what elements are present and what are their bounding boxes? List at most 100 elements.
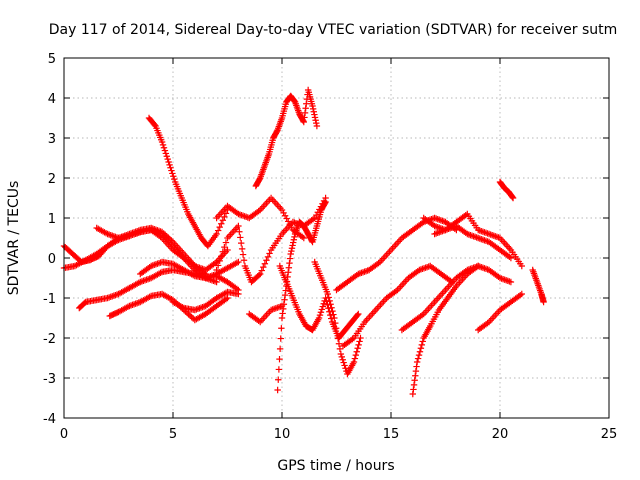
x-tick-label: 20 [492,427,509,442]
data-point [280,305,287,313]
data-point [332,319,339,327]
data-point [221,243,228,251]
data-point [238,239,245,247]
data-point [339,356,346,363]
series-track [106,290,231,324]
data-point [281,291,289,299]
data-point [333,330,341,337]
data-point [213,266,220,274]
data-point [235,290,242,298]
y-tick-label: 2 [48,172,56,187]
data-point [286,259,293,267]
data-point [338,353,345,361]
data-point [354,345,361,352]
data-point [316,311,324,319]
data-point [507,278,515,286]
series-track [276,262,362,342]
data-point [326,297,333,305]
data-point [315,314,323,322]
series-track [145,114,231,250]
data-point [276,355,283,363]
data-point [419,338,426,345]
chart-title: Day 117 of 2014, Sidereal Day-to-day VTE… [49,22,618,38]
axis-ticks [63,57,610,419]
data-point [301,114,308,121]
data-point [356,338,363,345]
y-tick-label: 1 [48,212,56,227]
x-axis-label: GPS time / hours [277,458,394,474]
data-point [159,141,167,149]
data-point [357,334,364,342]
data-point [325,294,332,301]
data-point [158,138,166,146]
data-point [260,263,267,271]
data-point [257,270,264,278]
series-track [409,262,482,398]
data-point [276,345,284,353]
data-point [322,198,329,206]
data-point [319,303,326,310]
y-tick-label: 5 [48,52,56,67]
data-point [288,247,295,255]
series-track [169,288,242,314]
y-tick-label: -1 [43,292,56,307]
data-point [166,161,173,169]
data-point [291,233,298,241]
data-point [355,341,362,349]
data-point [312,117,319,124]
data-point [412,367,420,375]
data-point [300,118,307,126]
data-point [355,310,362,318]
data-point [168,167,175,174]
y-tick-label: -3 [43,372,56,387]
data-points [60,86,547,398]
data-point [331,314,338,322]
y-tick-label: 3 [48,132,56,147]
x-tick-label: 10 [274,427,291,442]
grid-lines [64,58,609,418]
data-point [413,358,421,366]
data-point [340,359,347,366]
data-point [335,340,343,347]
data-point [164,155,171,163]
data-point [329,307,336,315]
data-point [162,150,170,157]
data-point [263,257,270,264]
data-point [169,170,176,177]
data-point [290,236,298,243]
data-point [281,212,289,219]
series-track [529,266,547,306]
data-point [334,335,342,342]
data-point [278,314,286,322]
data-point [288,245,296,252]
y-tick-label: -4 [43,412,56,427]
data-point [317,309,325,316]
data-point [289,242,296,249]
series-track [496,178,517,202]
data-point [416,348,424,355]
data-point [273,127,281,135]
data-point [219,217,227,224]
series-track [398,262,515,334]
y-tick-label: -2 [43,332,56,347]
data-point [318,306,326,313]
data-point [240,257,248,264]
data-point [300,234,307,242]
data-point [352,351,360,359]
data-point [261,260,269,267]
data-point [414,355,422,362]
data-point [239,251,247,258]
data-point [411,377,418,384]
data-point [354,311,361,319]
data-point [213,230,220,238]
data-point [509,193,516,201]
data-point [475,262,482,270]
data-point [341,362,348,369]
data-point [285,269,292,276]
data-point [214,227,222,234]
series-track [420,210,525,270]
data-point [165,158,172,166]
series-track [246,302,286,326]
data-point [301,109,309,117]
data-point [213,278,220,286]
